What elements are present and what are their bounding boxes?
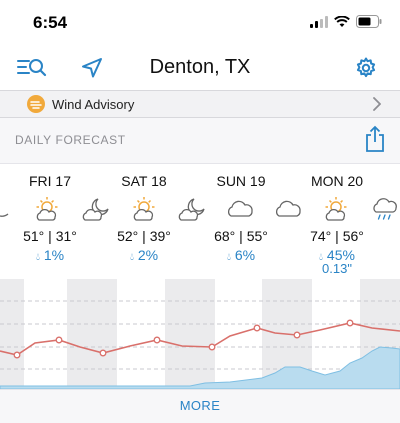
location-search-button[interactable] [17, 54, 47, 82]
wind-advisory-label: Wind Advisory [52, 97, 135, 112]
temp-point [13, 351, 21, 359]
more-button[interactable]: MORE [0, 389, 400, 423]
temperature-line [0, 322, 400, 356]
day-precip: 💧︎ 2% [129, 247, 159, 263]
settings-button[interactable] [351, 54, 381, 82]
section-title: DAILY FORECAST [15, 133, 126, 147]
wind-alert-icon [27, 95, 45, 113]
list-search-icon [17, 59, 47, 77]
cloud-icon [275, 200, 301, 217]
cellular-signal-icon [310, 15, 328, 28]
cloud-icon [227, 200, 253, 217]
status-icons [310, 15, 382, 28]
day-precip: 💧︎ 6% [226, 247, 256, 263]
nav-bar: Denton, TX [0, 44, 400, 90]
sun-cloud-icon [325, 197, 347, 221]
share-button[interactable] [364, 125, 386, 153]
raindrop-icon: 💧︎ [226, 252, 231, 263]
daily-forecast-row: FRI 17 51° | 31° 💧︎ 1% SAT 18 52° | 39° … [0, 164, 400, 276]
day-name: FRI 17 [28, 173, 71, 189]
share-icon [366, 125, 384, 152]
daily-forecast-header: DAILY FORECAST [0, 118, 400, 164]
temp-point [55, 336, 63, 344]
moon-icon [0, 213, 9, 217]
day-name: MON 20 [310, 173, 364, 189]
raindrop-icon: 💧︎ [319, 252, 324, 263]
temp-point [293, 331, 301, 339]
day-precip: 💧︎ 1% [35, 247, 65, 263]
sun-cloud-icon [36, 197, 58, 221]
sun-cloud-icon [133, 197, 155, 221]
status-bar: 6:54 [0, 0, 400, 44]
rain-cloud-icon [373, 198, 397, 220]
raindrop-icon: 💧︎ [35, 252, 40, 263]
day-temps: 51° | 31° [23, 228, 77, 244]
day-name: SUN 19 [216, 173, 266, 189]
raindrop-icon: 💧︎ [129, 252, 134, 263]
battery-icon [356, 15, 382, 28]
precip-area [0, 346, 400, 389]
day-name: SAT 18 [121, 173, 167, 189]
temp-point [253, 324, 261, 332]
chevron-right-icon [373, 97, 381, 111]
temp-point [346, 319, 354, 327]
day-temps: 52° | 39° [117, 228, 171, 244]
temp-point [99, 349, 107, 357]
gear-icon [356, 57, 376, 78]
day-precip-amount: 0.13" [322, 261, 352, 276]
temp-point [208, 343, 216, 351]
moon-cloud-icon [82, 198, 109, 221]
hourly-temperature-chart [0, 279, 400, 389]
wind-advisory-row[interactable]: Wind Advisory [0, 90, 400, 118]
moon-cloud-icon [178, 198, 205, 221]
day-temps: 68° | 55° [214, 228, 268, 244]
location-arrow-icon [82, 58, 102, 78]
wifi-icon [334, 15, 350, 27]
temperature-points [13, 319, 354, 359]
day-temps: 74° | 56° [310, 228, 364, 244]
more-label: MORE [179, 398, 221, 413]
current-location-button[interactable] [77, 54, 107, 82]
temp-point [153, 336, 161, 344]
status-time: 6:54 [33, 13, 68, 32]
day-precip: 💧︎ 45% [319, 247, 355, 263]
location-title: Denton, TX [149, 56, 251, 78]
